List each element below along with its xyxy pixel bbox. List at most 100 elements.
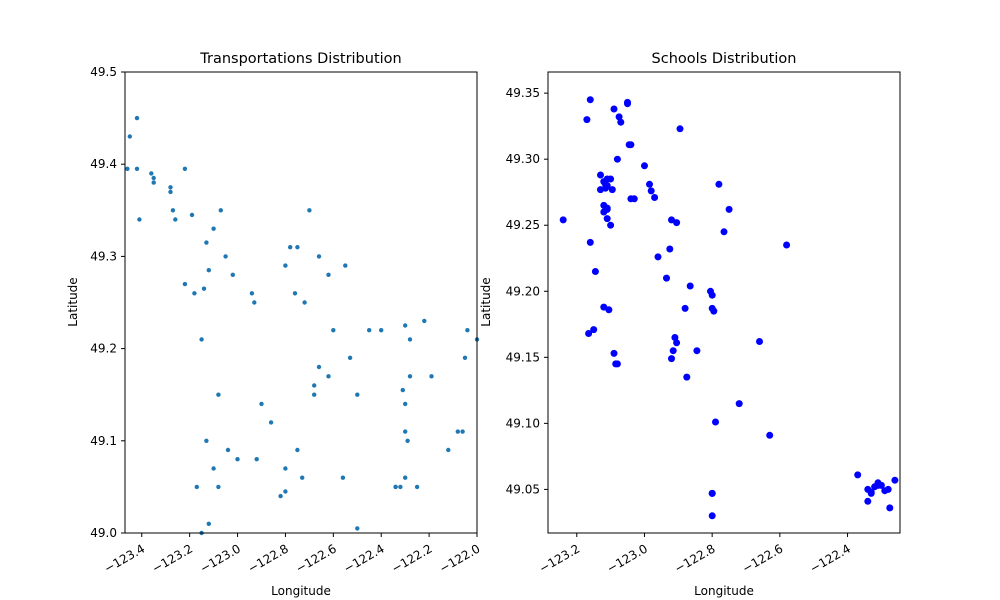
- y-tick-label: 49.20: [506, 284, 540, 298]
- data-point: [134, 115, 140, 121]
- data-point: [312, 392, 317, 397]
- y-tick-label: 49.0: [90, 526, 117, 540]
- x-axis-label: Longitude: [271, 584, 331, 598]
- data-point: [283, 466, 288, 471]
- plot-frame: [124, 71, 478, 534]
- data-point: [429, 374, 434, 379]
- data-point: [864, 497, 872, 505]
- data-point: [854, 471, 862, 479]
- data-point: [316, 254, 322, 259]
- data-point: [407, 337, 413, 342]
- data-point: [708, 489, 716, 497]
- data-point: [199, 337, 204, 342]
- data-point: [127, 134, 132, 139]
- data-point: [134, 166, 140, 171]
- data-point: [720, 228, 728, 236]
- data-point: [735, 400, 743, 408]
- data-point: [668, 355, 675, 363]
- data-point: [211, 466, 216, 471]
- transportation-points: [125, 115, 480, 536]
- plot-frame: [547, 71, 901, 534]
- y-tick-label: 49.1: [90, 434, 117, 448]
- data-point: [610, 349, 618, 357]
- data-point: [708, 291, 716, 299]
- data-point: [651, 194, 659, 201]
- data-point: [715, 180, 723, 188]
- data-point: [182, 166, 188, 171]
- data-point: [647, 187, 655, 195]
- data-point: [235, 457, 240, 462]
- data-point: [149, 171, 154, 176]
- data-point: [455, 429, 460, 434]
- data-point: [583, 116, 591, 124]
- data-point: [600, 303, 608, 311]
- y-tick-label: 49.25: [506, 218, 540, 232]
- data-point: [252, 300, 257, 305]
- data-point: [403, 401, 408, 407]
- data-point: [586, 238, 594, 246]
- data-point: [216, 392, 221, 397]
- data-point: [671, 334, 679, 341]
- y-axis: 49.0 49.1 49.2 49.3 49.4 49.5: [90, 65, 125, 540]
- data-point: [292, 291, 298, 296]
- data-point: [422, 318, 427, 324]
- data-point: [403, 475, 408, 480]
- data-point: [268, 420, 274, 425]
- data-point: [673, 219, 681, 227]
- data-point: [590, 326, 598, 334]
- data-point: [194, 484, 199, 490]
- data-point: [403, 429, 408, 434]
- data-point: [216, 484, 221, 490]
- data-point: [756, 338, 763, 345]
- data-point: [170, 208, 176, 213]
- data-point: [201, 286, 207, 291]
- data-point: [326, 272, 331, 277]
- data-point: [151, 175, 156, 181]
- y-tick-label: 49.5: [90, 65, 117, 79]
- data-point: [446, 447, 451, 453]
- data-point: [295, 245, 300, 250]
- data-point: [613, 360, 621, 368]
- data-point: [283, 489, 288, 494]
- data-point: [192, 291, 197, 296]
- y-tick-label: 49.30: [506, 152, 540, 166]
- y-tick-label: 49.10: [506, 416, 540, 430]
- data-point: [886, 504, 894, 512]
- data-point: [666, 245, 674, 253]
- data-point: [189, 212, 195, 218]
- data-point: [295, 447, 300, 453]
- data-point: [686, 282, 694, 290]
- data-point: [331, 328, 336, 333]
- data-point: [367, 328, 372, 333]
- data-point: [288, 245, 293, 250]
- data-point: [603, 175, 611, 183]
- data-point: [641, 162, 648, 170]
- y-axis: 49.05 49.10 49.15 49.20 49.25 49.30 49.35: [506, 86, 548, 496]
- data-point: [168, 189, 173, 195]
- data-point: [683, 373, 691, 381]
- data-point: [766, 431, 774, 439]
- data-point: [597, 171, 604, 179]
- data-point: [259, 401, 264, 407]
- data-point: [355, 526, 360, 531]
- data-point: [211, 226, 216, 231]
- data-point: [712, 418, 719, 426]
- data-point: [340, 475, 346, 480]
- data-point: [218, 208, 223, 213]
- data-point: [602, 184, 609, 192]
- data-point: [249, 291, 255, 296]
- data-point: [867, 489, 875, 497]
- data-point: [654, 253, 662, 261]
- data-point: [312, 383, 317, 388]
- data-point: [891, 476, 899, 484]
- data-point: [137, 217, 142, 222]
- y-axis-label: Latitude: [479, 277, 493, 326]
- y-tick-label: 49.2: [90, 342, 117, 356]
- data-point: [405, 438, 410, 443]
- data-point: [414, 484, 420, 490]
- data-point: [462, 355, 468, 360]
- data-point: [630, 195, 638, 203]
- data-point: [278, 493, 283, 499]
